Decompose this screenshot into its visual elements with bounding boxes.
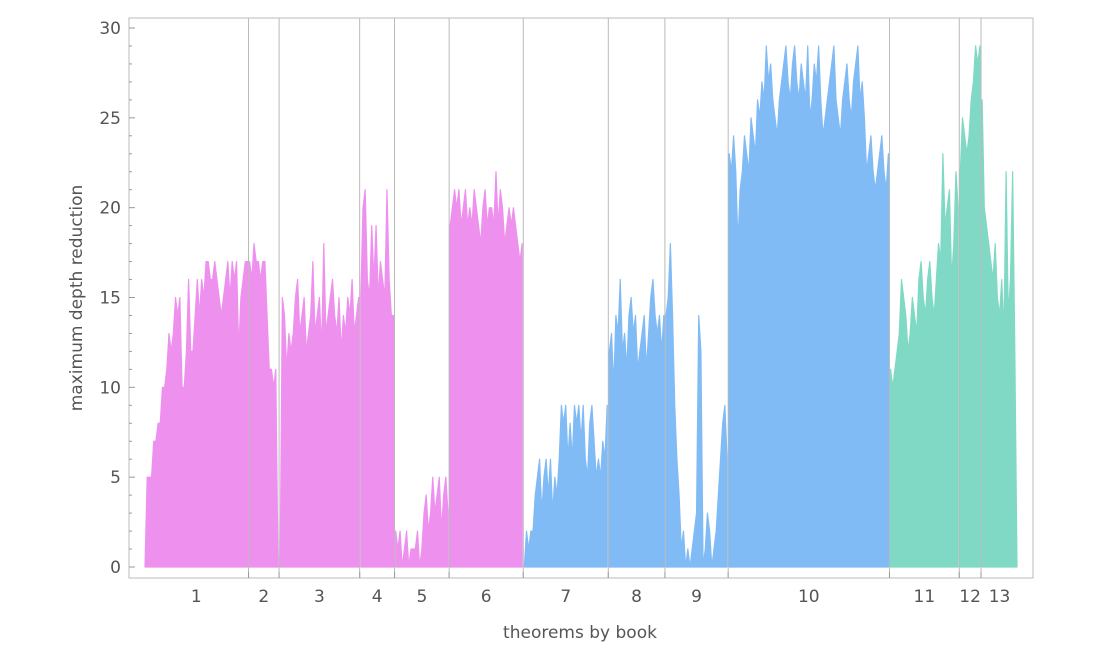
area-book-6 — [449, 171, 523, 568]
book-dividers — [248, 18, 982, 578]
area-book-11 — [889, 153, 959, 568]
x-tick-label-book-2: 2 — [258, 587, 269, 607]
x-tick-label-book-1: 1 — [191, 587, 202, 607]
x-tick-label-book-12: 12 — [959, 587, 981, 607]
area-book-7 — [523, 404, 608, 568]
y-tick-label: 5 — [110, 468, 121, 488]
area-book-9 — [665, 243, 728, 568]
area-book-3 — [279, 243, 360, 568]
y-tick-label: 15 — [99, 289, 121, 309]
x-axis-title: theorems by book — [503, 623, 657, 643]
area-book-2 — [249, 243, 279, 568]
area-book-13 — [981, 99, 1018, 568]
y-tick-label: 20 — [99, 199, 121, 219]
area-book-1 — [144, 260, 249, 568]
x-tick-label-book-6: 6 — [481, 587, 492, 607]
x-tick-label-book-3: 3 — [314, 587, 325, 607]
y-tick-label: 10 — [99, 378, 121, 398]
x-tick-label-book-7: 7 — [560, 587, 571, 607]
y-axis-title: maximum depth reduction — [67, 185, 87, 412]
x-tick-label-book-8: 8 — [631, 587, 642, 607]
area-book-10 — [728, 45, 889, 568]
y-axis: 0 5 10 15 20 25 30 — [99, 19, 135, 578]
y-tick-label: 0 — [110, 558, 121, 578]
x-tick-label-book-10: 10 — [798, 587, 820, 607]
area-book-8 — [608, 278, 665, 568]
x-tick-label-book-5: 5 — [416, 587, 427, 607]
x-tick-label-book-4: 4 — [372, 587, 383, 607]
area-book-12 — [959, 45, 981, 568]
y-tick-label: 25 — [99, 109, 121, 129]
x-axis: 1 2 3 4 5 6 7 8 9 10 11 12 13 — [191, 572, 1011, 607]
y-tick-label: 30 — [99, 19, 121, 39]
area-layer — [144, 45, 1018, 568]
area-book-4 — [360, 189, 395, 568]
x-tick-label-book-11: 11 — [914, 587, 936, 607]
x-tick-label-book-13: 13 — [989, 587, 1011, 607]
area-book-5 — [395, 476, 449, 568]
x-tick-label-book-9: 9 — [691, 587, 702, 607]
